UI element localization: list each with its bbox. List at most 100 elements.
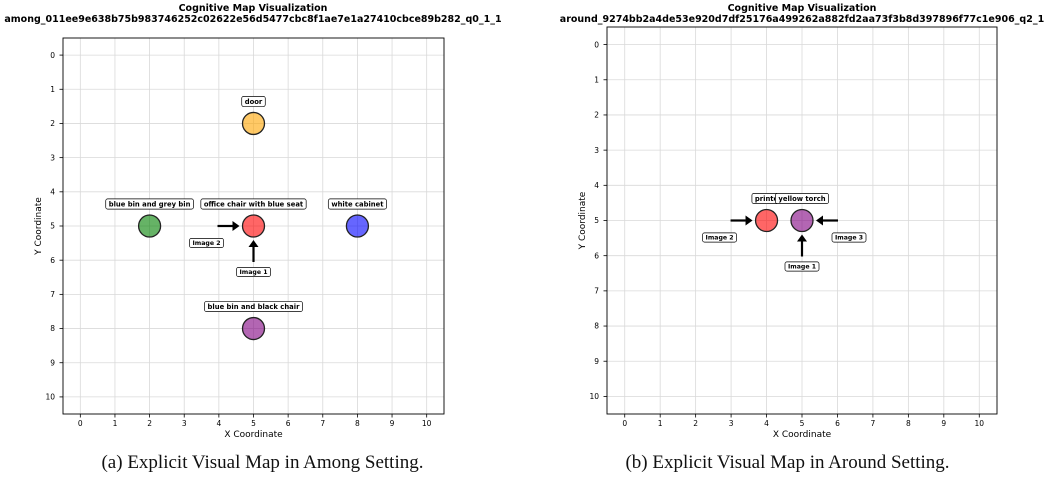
y-tick-label: 10 — [45, 393, 55, 402]
x-tick-label: 0 — [622, 419, 627, 428]
cognitive-map-chart-among: Cognitive Map Visualizationamong_011ee9e… — [4, 3, 501, 440]
y-tick-label: 7 — [50, 290, 55, 299]
x-tick-label: 4 — [216, 419, 221, 428]
view-arrows — [730, 215, 838, 257]
chart-root: Cognitive Map Visualizationamong_011ee9e… — [4, 3, 501, 440]
x-tick-label: 8 — [355, 419, 360, 428]
x-tick-label: 9 — [941, 419, 946, 428]
figure-around: Cognitive Map Visualization around_9274bb… — [525, 0, 1050, 481]
y-tick-label: 7 — [594, 287, 599, 296]
view-image-2-arrow — [730, 215, 753, 226]
cognitive-map-chart-around: Cognitive Map Visualizationaround_9274bb… — [560, 3, 1044, 440]
object-label-yellow-torch-box — [775, 193, 829, 204]
object-marker-blue-bin-and-grey-bin — [137, 214, 162, 238]
object-label-yellow-torch-text: yellow torch — [778, 195, 825, 203]
figure-caption-among: (a) Explicit Visual Map in Among Setting… — [101, 452, 424, 473]
object-label-office-chair-with-blue-seat-box — [200, 198, 307, 210]
y-tick-label: 2 — [50, 119, 55, 128]
object-label-blue-bin-and-black-chair: blue bin and black chair — [204, 301, 303, 312]
y-tick-label: 3 — [50, 153, 55, 162]
y-tick-label: 9 — [594, 357, 599, 366]
object-marker-door — [241, 111, 266, 136]
x-tick-label: 5 — [251, 419, 256, 428]
x-tick-label: 0 — [78, 419, 83, 428]
view-image-1-label-box — [784, 261, 820, 272]
view-image-2-label-text: Image 2 — [192, 240, 220, 247]
view-image-3-label: Image 3 — [831, 232, 867, 243]
object-label-door: door — [241, 96, 266, 107]
y-tick-label: 9 — [50, 358, 55, 367]
object-label-white-cabinet-box — [327, 198, 387, 210]
x-tick-label: 7 — [320, 419, 325, 428]
chart-title: Cognitive Map Visualization — [179, 3, 328, 14]
y-tick-label: 4 — [594, 181, 599, 190]
view-arrows — [217, 221, 259, 262]
view-image-2-label: Image 2 — [702, 232, 737, 243]
object-label-blue-bin-and-black-chair-text: blue bin and black chair — [208, 303, 301, 311]
object-label-blue-bin-and-grey-bin-box — [105, 198, 194, 210]
y-axis-label: Y Coordinate — [34, 197, 44, 256]
chart-root: Cognitive Map Visualizationaround_9274bb… — [560, 3, 1044, 440]
object-label-white-cabinet-text: white cabinet — [331, 200, 384, 208]
object-marker-office-chair-with-blue-seat — [241, 214, 266, 238]
object-label-blue-bin-and-black-chair-box — [204, 301, 303, 312]
chart-subtitle: around_9274bb2a4de53e920d7df25176a499262… — [560, 14, 1044, 25]
object-label-office-chair-with-blue-seat: office chair with blue seat — [200, 198, 307, 210]
object-label-office-chair-with-blue-seat-text: office chair with blue seat — [204, 200, 304, 208]
y-tick-label: 5 — [594, 216, 599, 225]
view-image-1-label: Image 1 — [784, 261, 820, 272]
x-tick-label: 1 — [113, 419, 118, 428]
figure-among: Cognitive Map Visualization among_011ee9e… — [4, 3, 501, 473]
view-image-2-label-box — [702, 232, 737, 243]
object-marker-blue-bin-and-black-chair — [241, 316, 266, 341]
y-tick-label: 3 — [594, 146, 599, 155]
view-image-3-label-text: Image 3 — [835, 235, 863, 242]
chart-title: Cognitive Map Visualization — [728, 3, 877, 14]
x-tick-label: 2 — [693, 419, 698, 428]
object-label-door-text: door — [245, 98, 263, 106]
view-image-2-arrow — [217, 221, 240, 231]
view-image-1-arrow — [248, 240, 259, 262]
y-tick-label: 10 — [589, 392, 599, 401]
view-image-1-arrow-head — [797, 234, 807, 242]
x-tick-label: 4 — [764, 419, 769, 428]
object-label-white-cabinet: white cabinet — [327, 198, 387, 210]
object-marker-yellow-torch — [790, 208, 814, 233]
x-tick-label: 9 — [390, 419, 395, 428]
object-label-printe-text: printe — [755, 195, 779, 203]
view-image-3-arrow — [816, 215, 838, 226]
view-image-1-label-text: Image 1 — [239, 269, 267, 276]
y-tick-label: 6 — [594, 251, 599, 260]
view-image-1-label-text: Image 1 — [788, 264, 816, 271]
x-tick-label: 2 — [147, 419, 152, 428]
object-marker-printe — [754, 208, 779, 233]
y-tick-label: 0 — [594, 40, 599, 49]
view-image-3-label-box — [831, 232, 867, 243]
y-tick-label: 8 — [594, 322, 599, 331]
x-tick-label: 1 — [658, 419, 663, 428]
x-tick-label: 3 — [729, 419, 734, 428]
x-axis-label: X Coordinate — [773, 430, 832, 440]
figure-caption-around: (b) Explicit Visual Map in Around Settin… — [625, 452, 950, 473]
x-tick-label: 10 — [974, 419, 984, 428]
view-image-1-label-box — [236, 267, 271, 278]
view-image-2-arrow-head — [745, 215, 753, 226]
view-image-2-label: Image 2 — [189, 238, 224, 249]
x-tick-label: 10 — [422, 419, 432, 428]
object-label-door-box — [241, 96, 266, 107]
view-image-1-arrow — [797, 234, 807, 257]
y-tick-label: 8 — [50, 324, 55, 333]
y-tick-label: 6 — [50, 256, 55, 265]
x-tick-label: 8 — [906, 419, 911, 428]
object-label-yellow-torch: yellow torch — [775, 193, 829, 204]
y-tick-label: 1 — [50, 85, 55, 94]
object-marker-white-cabinet — [345, 214, 370, 238]
y-tick-label: 5 — [50, 222, 55, 231]
y-tick-label: 1 — [594, 75, 599, 84]
x-tick-label: 6 — [835, 419, 840, 428]
object-label-blue-bin-and-grey-bin: blue bin and grey bin — [105, 198, 194, 210]
y-tick-label: 0 — [50, 51, 55, 60]
y-axis-label: Y Coordinate — [578, 191, 588, 250]
object-label-printe: printe — [751, 193, 782, 204]
x-axis-label: X Coordinate — [224, 430, 283, 440]
